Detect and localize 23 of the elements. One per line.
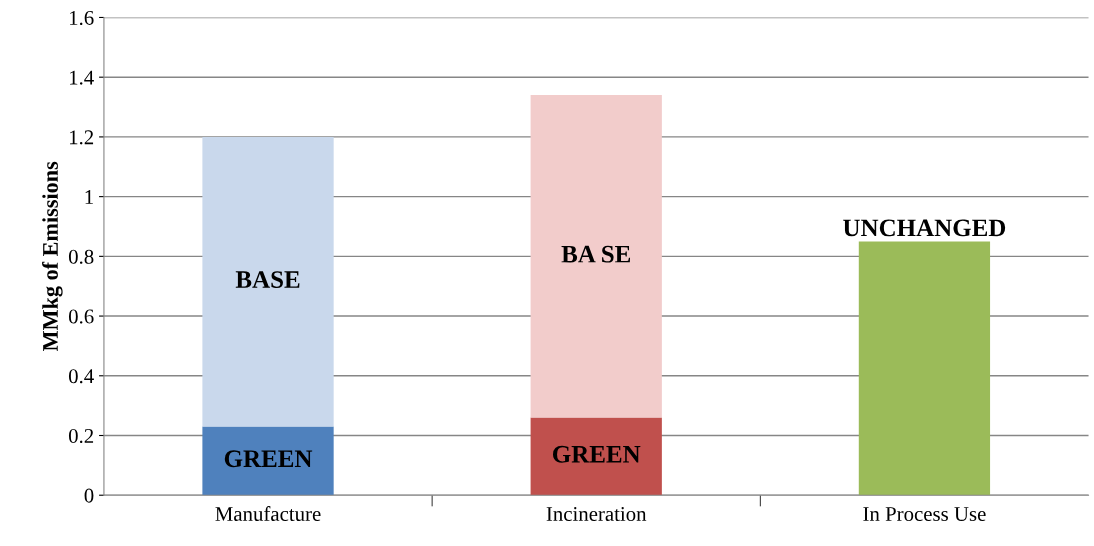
- y-tick-label: 1: [85, 190, 93, 204]
- data-label: BASE: [235, 271, 300, 288]
- x-tick-label: In Process Use: [863, 507, 986, 521]
- y-tick-label: 1.2: [70, 130, 94, 145]
- data-label: BA SE: [561, 245, 631, 263]
- y-tick-label: 1.4: [70, 70, 94, 85]
- bar: [530, 95, 662, 418]
- bar: [202, 426, 334, 496]
- y-tick-label: 0: [84, 488, 94, 503]
- y-axis-title: MMkg of Emissions: [42, 161, 63, 352]
- bar: [202, 136, 334, 427]
- y-tick-label: 0.4: [68, 369, 94, 384]
- y-tick-label: 0.2: [68, 428, 94, 444]
- data-label: UNCHANGED: [843, 219, 1006, 237]
- bar: [530, 417, 662, 496]
- x-tick-label: Manufacture: [215, 506, 321, 521]
- data-label: GREEN: [224, 450, 313, 468]
- y-tick-label: 1.6: [70, 10, 94, 25]
- y-tick-label: 0.8: [68, 249, 94, 264]
- x-tick-label: Incineration: [546, 506, 647, 521]
- data-label: GREEN: [553, 445, 641, 463]
- y-tick-label: 0.6: [68, 309, 94, 324]
- bar: [858, 241, 991, 496]
